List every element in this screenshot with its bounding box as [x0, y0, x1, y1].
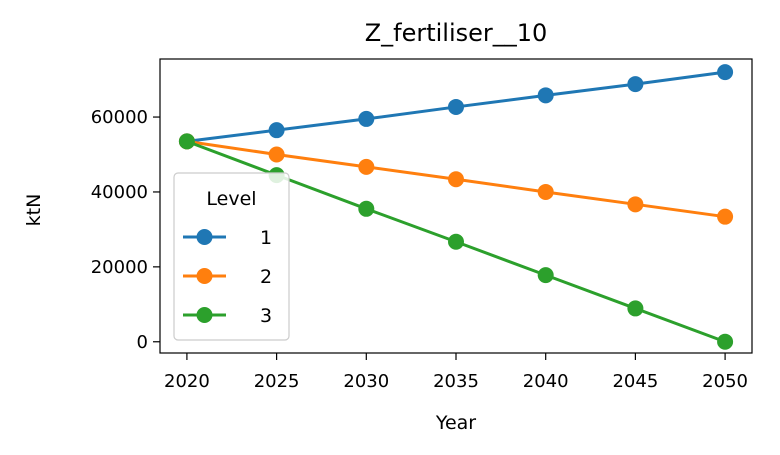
legend-label-2: 2 [260, 266, 272, 288]
data-point-series-1 [627, 76, 644, 93]
x-tick-label: 2045 [612, 371, 658, 392]
legend-label-3: 3 [260, 305, 272, 327]
x-tick-label: 2050 [702, 371, 748, 392]
legend-box [173, 172, 290, 341]
y-tick-label: 40000 [91, 182, 148, 203]
y-tick-label: 20000 [91, 257, 148, 278]
data-point-series-3 [717, 333, 734, 350]
y-tick-label: 0 [137, 332, 148, 353]
data-point-series-2 [537, 183, 554, 200]
data-point-series-3 [627, 300, 644, 317]
x-tick-label: 2030 [343, 371, 389, 392]
legend-title: Level [206, 188, 256, 210]
x-tick-label: 2025 [254, 371, 300, 392]
legend-marker-1 [196, 229, 213, 245]
data-point-series-2 [627, 196, 644, 213]
data-point-series-1 [717, 64, 734, 81]
legend-marker-2 [196, 268, 213, 284]
data-point-series-3 [178, 133, 195, 150]
plot-area: 2020 2025 2030 2035 2040 2045 2050 0 20000 40000 6… [91, 58, 753, 392]
data-point-series-2 [358, 158, 375, 175]
data-point-series-2 [268, 146, 285, 163]
x-axis-label: Year [435, 412, 476, 434]
y-tick-label: 60000 [91, 107, 148, 128]
data-point-series-2 [448, 171, 464, 188]
x-tick-label: 2020 [164, 371, 210, 392]
data-point-series-3 [358, 200, 375, 217]
data-point-series-2 [717, 208, 734, 225]
legend-marker-3 [196, 307, 213, 323]
x-tick-label: 2040 [523, 371, 569, 392]
x-tick-label: 2035 [433, 371, 479, 392]
chart-title: Z_fertiliser__10 [365, 19, 548, 47]
legend-label-1: 1 [260, 227, 272, 249]
data-point-series-1 [537, 87, 554, 104]
data-point-series-1 [448, 98, 464, 115]
data-point-series-3 [537, 267, 554, 284]
y-axis-label: ktN [23, 194, 45, 227]
data-point-series-1 [358, 110, 375, 127]
data-point-series-1 [268, 122, 285, 139]
data-point-series-3 [448, 233, 464, 250]
